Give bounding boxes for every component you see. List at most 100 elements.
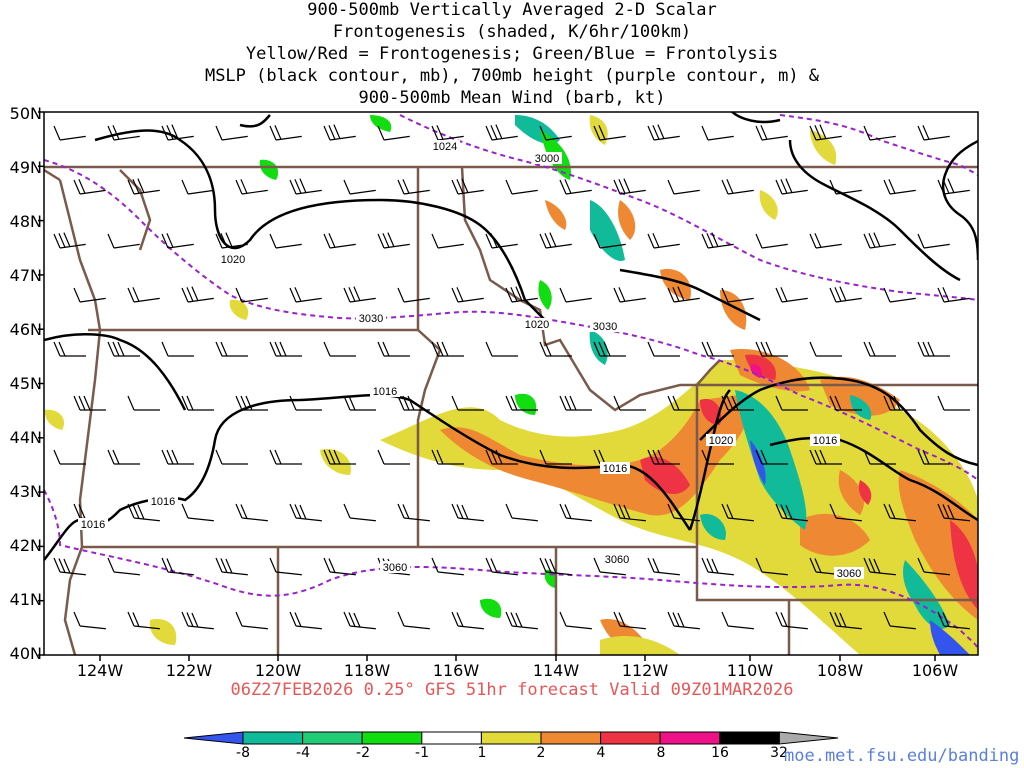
wind-barb-feather [809, 341, 817, 357]
wind-barb-feather [485, 233, 493, 249]
wind-barb-feather [132, 612, 140, 627]
lon-label-116w: 116W [432, 661, 480, 680]
wind-barb-feather [927, 341, 935, 357]
wind-barb-feather [73, 287, 81, 303]
wind-barb-feather [760, 125, 768, 140]
wind-barb-feather [323, 449, 331, 465]
wind-barb-feather [888, 504, 896, 519]
forecast-valid-line: 06Z27FEB2026 0.25° GFS 51hr forecast Val… [230, 680, 794, 700]
lat-label-43n: 43N [9, 482, 42, 501]
wind-barb-feather [382, 233, 390, 248]
wind-barb-feather [647, 449, 655, 465]
wind-barb-feather [58, 558, 66, 573]
wind-barb [383, 135, 410, 141]
colorbar-label: 16 [711, 745, 729, 761]
wind-barb-feather [397, 503, 405, 519]
wind-barb-feather [701, 233, 709, 249]
wind-barb-feather [377, 449, 385, 465]
colorbar-swatch [719, 731, 780, 745]
wind-barb-feather [191, 612, 199, 628]
colorbar-label: -8 [236, 745, 250, 761]
wind-barb-feather [873, 232, 881, 247]
wind-barb-feather [780, 287, 788, 302]
wind-barb-feather [53, 233, 61, 249]
wind-barb-feather [240, 179, 248, 194]
colorbar-swatch [302, 731, 363, 745]
wind-barb [653, 135, 680, 141]
wind-barb [113, 135, 140, 141]
wind-barb-feather [559, 287, 567, 303]
wind-barb-feather [431, 557, 439, 573]
wind-barb-feather [814, 233, 822, 248]
lat-label-42n: 42N [9, 536, 42, 555]
lon-label-106w: 106W [911, 661, 959, 680]
wind-barb-feather [328, 125, 336, 140]
source-url[interactable]: moe.met.fsu.edu/banding [784, 746, 1020, 766]
wind-barb-feather [323, 557, 331, 573]
wind-barb-feather [775, 287, 783, 303]
wind-barb-feather [947, 178, 955, 193]
wind-barb-feather [888, 179, 896, 194]
wind-barb [241, 297, 268, 303]
wind-barb [781, 189, 808, 195]
wind-barb [943, 297, 970, 303]
wind-barb-feather [215, 557, 223, 573]
wind-barb-feather [191, 286, 199, 301]
wind-barb-feather [220, 341, 228, 357]
wind-barb-feather [132, 287, 140, 302]
wind-barb-feather [402, 179, 410, 194]
colorbar-label: -1 [415, 745, 429, 761]
wind-barb [349, 297, 376, 303]
wind-barb-feather [613, 179, 621, 195]
wind-barb-feather [539, 125, 547, 141]
wind-barb-feather [937, 287, 945, 303]
wind-barb-feather [112, 449, 120, 465]
colorbar-label: -2 [356, 745, 370, 761]
wind-barb-feather [814, 449, 822, 465]
wind-barb-feather [166, 449, 174, 465]
wind-barb-feather [220, 558, 228, 573]
wind-barb [599, 571, 626, 576]
wind-barb-feather [397, 611, 405, 627]
wind-barb-feather [215, 233, 223, 249]
wind-barb [295, 189, 322, 195]
wind-barb-feather [279, 341, 287, 357]
wind-barb-feather [947, 504, 955, 520]
wind-barb-feather [58, 341, 66, 357]
title-line-1: 900-500mb Vertically Averaged 2-D Scalar [307, 0, 717, 20]
wind-barb-feather [73, 395, 81, 411]
wind-barb [653, 243, 680, 249]
wind-barb-feather [161, 125, 169, 141]
wind-barb-feather [937, 611, 945, 627]
wind-barb [329, 135, 356, 141]
wind-barb-feather [353, 286, 361, 301]
wind-barb-feather [186, 612, 194, 627]
title-line-4: MSLP (black contour, mb), 700mb height (… [204, 66, 820, 86]
wind-barb-feather [593, 341, 601, 357]
wind-barb-feather [485, 125, 493, 141]
colorbar [183, 731, 839, 745]
wind-barb [565, 297, 592, 303]
wind-barb-feather [785, 178, 793, 193]
lon-label-112w: 112W [621, 661, 669, 680]
title-line-3: Yellow/Red = Frontogenesis; Green/Blue =… [245, 44, 779, 64]
political-borders [44, 165, 978, 655]
wind-barb-feather [819, 449, 827, 465]
wind-barb-feather [461, 504, 469, 520]
wind-barb-feather [829, 287, 837, 303]
wind-barb [815, 243, 842, 249]
wind-barb [241, 189, 268, 195]
wind-barb-feather [63, 558, 71, 574]
wind-barb-feather [706, 233, 714, 248]
wind-barb-feather [755, 125, 763, 141]
wind-barb [923, 135, 950, 141]
wind-barb-feather [937, 395, 945, 411]
wind-barb-feather [809, 125, 817, 141]
wind-barb-feather [917, 341, 925, 357]
axis-ticks [38, 111, 936, 661]
wind-barb-feather [485, 449, 493, 465]
wind-barb [187, 189, 214, 195]
wind-barb-feather [451, 611, 459, 627]
wind-barb [545, 135, 572, 141]
wind-barb-feather [888, 395, 896, 411]
